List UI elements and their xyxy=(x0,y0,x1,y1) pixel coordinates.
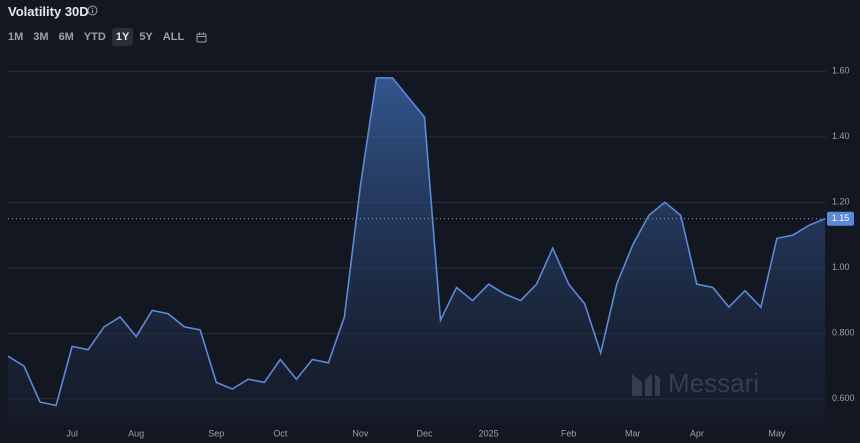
x-tick-label: Jul xyxy=(66,428,78,438)
range-button[interactable]: YTD xyxy=(83,31,106,43)
x-tick-label: Aug xyxy=(128,428,144,438)
range-selector: 1M 3M 6M YTD 1Y 5Y ALL xyxy=(4,28,207,46)
y-tick-label: 0.600 xyxy=(832,393,855,403)
x-tick-label: Dec xyxy=(417,428,434,438)
y-tick-label: 1.20 xyxy=(832,197,850,207)
y-tick-label: 1.40 xyxy=(832,131,850,141)
range-button[interactable]: ALL xyxy=(162,31,185,43)
line xyxy=(7,77,826,407)
range-button[interactable]: 6M xyxy=(58,31,74,43)
x-tick-label: May xyxy=(768,428,786,438)
x-tick-label: Apr xyxy=(690,428,704,438)
x-tick-label: Mar xyxy=(625,428,641,438)
range-button[interactable]: 3M xyxy=(33,31,49,43)
x-tick-label: Feb xyxy=(561,428,577,438)
x-tick-label: 2025 xyxy=(479,428,499,438)
y-tick-label: 0.800 xyxy=(832,328,855,338)
x-tick-label: Sep xyxy=(208,428,224,438)
y-tick-label: 1.00 xyxy=(832,262,850,272)
x-tick-label: Nov xyxy=(352,428,369,438)
y-tick-label: 1.60 xyxy=(832,66,850,76)
info-icon[interactable] xyxy=(87,5,98,16)
range-button[interactable]: 1M xyxy=(8,31,24,43)
range-button[interactable]: 1Y xyxy=(111,28,134,46)
last-value-badge xyxy=(827,211,854,226)
calendar-button[interactable] xyxy=(196,32,207,43)
x-tick-label: Oct xyxy=(273,428,288,438)
last-value-label: 1.15 xyxy=(832,213,850,223)
chart-title: Volatility 30D xyxy=(8,4,89,19)
range-button[interactable]: 5Y xyxy=(139,31,153,43)
area-fill xyxy=(8,77,825,426)
